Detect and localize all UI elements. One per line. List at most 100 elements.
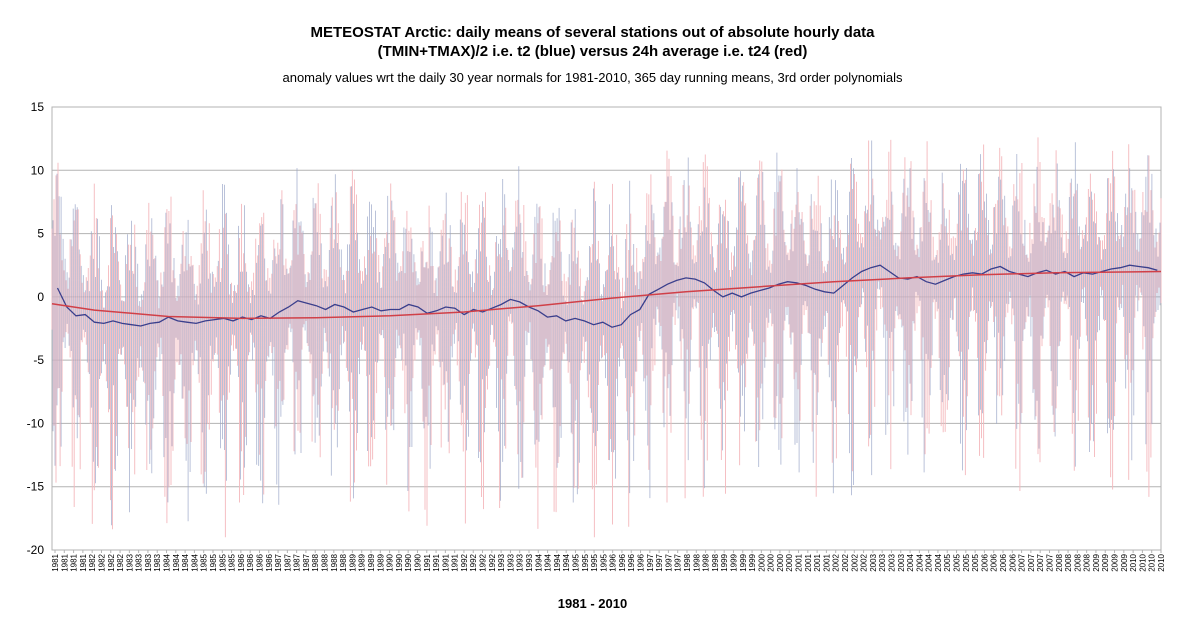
x-tick-label: 1982 bbox=[107, 553, 116, 571]
x-tick-label: 1986 bbox=[265, 553, 274, 571]
x-tick-label: 2007 bbox=[1036, 553, 1045, 571]
x-tick-label: 1992 bbox=[479, 553, 488, 571]
x-tick-label: 2004 bbox=[925, 553, 934, 571]
x-tick-label: 1992 bbox=[460, 553, 469, 571]
x-tick-label: 2001 bbox=[804, 553, 813, 571]
x-tick-label: 1982 bbox=[88, 553, 97, 571]
x-tick-label: 1989 bbox=[367, 553, 376, 571]
x-tick-label: 1982 bbox=[116, 553, 125, 571]
x-tick-label: 2005 bbox=[971, 553, 980, 571]
daily-anomaly-traces bbox=[51, 137, 1162, 538]
y-tick-label: 15 bbox=[31, 100, 45, 114]
x-tick-label: 1999 bbox=[739, 553, 748, 571]
x-tick-label: 1996 bbox=[618, 553, 627, 571]
x-tick-label: 2001 bbox=[813, 553, 822, 571]
x-tick-label: 1981 bbox=[79, 553, 88, 571]
x-tick-label: 2001 bbox=[795, 553, 804, 571]
x-tick-label: 2006 bbox=[1008, 553, 1017, 571]
x-tick-label: 2006 bbox=[999, 553, 1008, 571]
x-tick-label: 1993 bbox=[525, 553, 534, 571]
x-tick-label: 1993 bbox=[516, 553, 525, 571]
x-tick-label: 2002 bbox=[832, 553, 841, 571]
x-tick-label: 1981 bbox=[60, 553, 69, 571]
x-tick-label: 1986 bbox=[255, 553, 264, 571]
x-tick-label: 1995 bbox=[581, 553, 590, 571]
x-tick-label: 2003 bbox=[869, 553, 878, 571]
x-tick-label: 2010 bbox=[1148, 553, 1157, 571]
x-tick-label: 1988 bbox=[321, 553, 330, 571]
x-tick-label: 1988 bbox=[330, 553, 339, 571]
x-tick-label: 1997 bbox=[646, 553, 655, 571]
x-tick-label: 1994 bbox=[534, 553, 543, 571]
x-tick-label: 1986 bbox=[237, 553, 246, 571]
x-tick-label: 2000 bbox=[757, 553, 766, 571]
x-tick-label: 1993 bbox=[497, 553, 506, 571]
x-tick-label: 2001 bbox=[822, 553, 831, 571]
x-tick-label: 1989 bbox=[376, 553, 385, 571]
x-tick-label: 1985 bbox=[218, 553, 227, 571]
x-tick-label: 1998 bbox=[711, 553, 720, 571]
x-tick-label: 1983 bbox=[135, 553, 144, 571]
x-tick-label: 2004 bbox=[934, 553, 943, 571]
x-tick-label: 2009 bbox=[1101, 553, 1110, 571]
x-tick-label: 1996 bbox=[609, 553, 618, 571]
x-tick-label: 2008 bbox=[1083, 553, 1092, 571]
x-tick-label: 1999 bbox=[720, 553, 729, 571]
x-tick-label: 1991 bbox=[432, 553, 441, 571]
x-tick-label: 2009 bbox=[1111, 553, 1120, 571]
x-tick-label: 1989 bbox=[348, 553, 357, 571]
x-tick-label: 1997 bbox=[674, 553, 683, 571]
x-tick-label: 1987 bbox=[302, 553, 311, 571]
chart-subtitle: anomaly values wrt the daily 30 year nor… bbox=[282, 70, 903, 85]
x-tick-label: 1999 bbox=[748, 553, 757, 571]
x-tick-label: 2004 bbox=[906, 553, 915, 571]
x-tick-label: 1991 bbox=[451, 553, 460, 571]
x-tick-label: 1986 bbox=[246, 553, 255, 571]
x-tick-label: 1983 bbox=[144, 553, 153, 571]
x-tick-label: 1998 bbox=[702, 553, 711, 571]
x-tick-label: 1983 bbox=[125, 553, 134, 571]
x-tick-label: 1988 bbox=[311, 553, 320, 571]
x-tick-label: 1990 bbox=[386, 553, 395, 571]
x-tick-label: 2008 bbox=[1073, 553, 1082, 571]
x-tick-label: 2006 bbox=[990, 553, 999, 571]
series-lines bbox=[51, 264, 1162, 328]
x-tick-label: 1996 bbox=[627, 553, 636, 571]
x-tick-label: 1996 bbox=[637, 553, 646, 571]
t24-daily-trace bbox=[51, 137, 1162, 538]
x-tick-label: 2008 bbox=[1055, 553, 1064, 571]
x-tick-label: 1992 bbox=[469, 553, 478, 571]
x-tick-label: 1990 bbox=[404, 553, 413, 571]
x-tick-label: 1984 bbox=[190, 553, 199, 571]
y-tick-label: -20 bbox=[27, 543, 45, 557]
x-tick-label: 1987 bbox=[293, 553, 302, 571]
x-tick-label: 2003 bbox=[878, 553, 887, 571]
y-tick-label: -15 bbox=[27, 480, 45, 494]
x-tick-label: 1985 bbox=[228, 553, 237, 571]
x-tick-label: 1987 bbox=[283, 553, 292, 571]
x-tick-label: 2005 bbox=[953, 553, 962, 571]
y-tick-label: -5 bbox=[33, 353, 44, 367]
x-tick-label: 1983 bbox=[153, 553, 162, 571]
x-tick-label: 2010 bbox=[1157, 553, 1166, 571]
x-tick-label: 1984 bbox=[163, 553, 172, 571]
grid-lines bbox=[51, 106, 1162, 551]
x-tick-label: 1981 bbox=[70, 553, 79, 571]
x-tick-label: 2010 bbox=[1138, 553, 1147, 571]
x-tick-label: 2000 bbox=[776, 553, 785, 571]
x-tick-label: 1981 bbox=[51, 553, 60, 571]
x-tick-label: 2002 bbox=[850, 553, 859, 571]
x-tick-label: 1982 bbox=[97, 553, 106, 571]
x-tick-label: 2003 bbox=[887, 553, 896, 571]
x-axis-label: 1981 - 2010 bbox=[557, 596, 628, 611]
y-tick-label: -10 bbox=[27, 416, 45, 430]
x-tick-label: 1985 bbox=[200, 553, 209, 571]
y-tick-label: 0 bbox=[37, 290, 44, 304]
x-tick-label: 2000 bbox=[767, 553, 776, 571]
x-tick-label: 1984 bbox=[181, 553, 190, 571]
x-tick-label: 2000 bbox=[785, 553, 794, 571]
x-tick-label: 1994 bbox=[553, 553, 562, 571]
x-tick-label: 2005 bbox=[943, 553, 952, 571]
x-tick-label: 2007 bbox=[1045, 553, 1054, 571]
